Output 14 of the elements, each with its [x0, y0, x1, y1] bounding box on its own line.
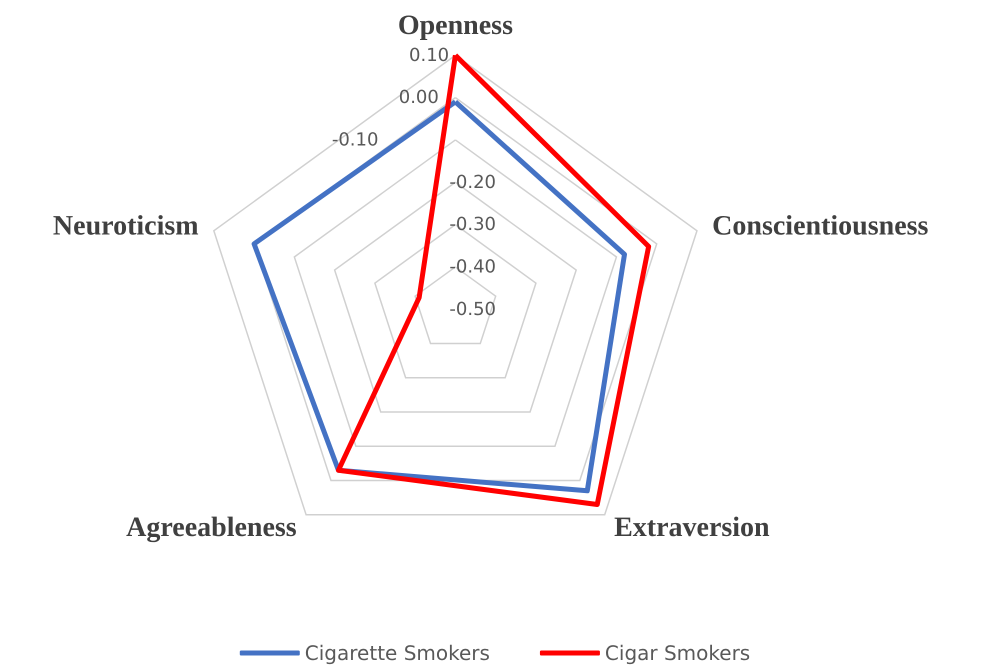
y-tick-label: -0.50 [449, 298, 496, 320]
y-tick-label: -0.10 [332, 129, 378, 150]
spoke-label: Extraversion [614, 512, 770, 544]
legend-label: Cigar Smokers [604, 641, 750, 665]
y-tick-label: 0.00 [398, 87, 439, 108]
legend-label: Cigarette Smokers [304, 641, 490, 665]
y-tick-label: 0.10 [409, 44, 450, 66]
y-tick-label: -0.30 [449, 214, 496, 236]
spoke-label: Openness [398, 10, 514, 41]
spoke-label: Agreeableness [126, 512, 297, 544]
spoke-label: Conscientiousness [712, 210, 929, 242]
y-tick-label: -0.20 [449, 172, 496, 193]
y-tick-label: -0.40 [449, 256, 496, 278]
spoke-label: Neuroticism [52, 210, 199, 242]
